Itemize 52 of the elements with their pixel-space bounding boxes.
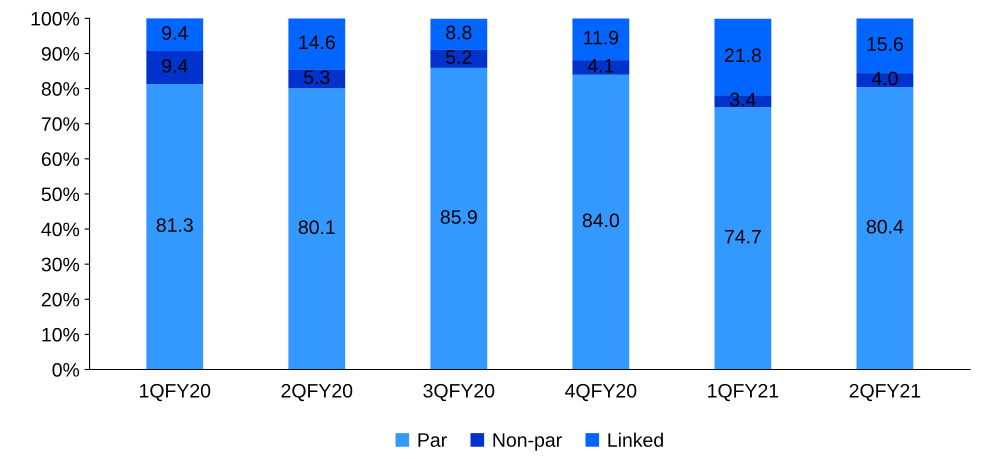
data-label: 15.6 xyxy=(867,37,903,51)
x-tick-label: 2QFY20 xyxy=(282,384,352,402)
bar xyxy=(572,74,630,370)
data-label: 5.3 xyxy=(304,70,330,84)
bar xyxy=(572,18,630,60)
bar xyxy=(714,107,772,370)
data-label: 74.7 xyxy=(724,230,761,244)
bar xyxy=(430,18,488,50)
y-tick-label: 90% xyxy=(42,46,80,61)
data-label: 14.6 xyxy=(299,35,335,50)
data-label: 80.4 xyxy=(866,220,904,234)
data-label: 80.1 xyxy=(298,220,335,234)
data-label: 4.1 xyxy=(588,58,614,72)
legend-label: Par xyxy=(418,433,447,447)
bar xyxy=(856,87,914,370)
bar xyxy=(288,88,346,370)
y-tick-label: 50% xyxy=(42,187,80,202)
data-label: 5.2 xyxy=(446,50,472,64)
y-tick-label: 0% xyxy=(52,362,80,377)
data-label: 11.9 xyxy=(584,30,618,44)
x-tick-label: 1QFY21 xyxy=(708,384,778,402)
y-tick-label: 10% xyxy=(42,328,80,342)
bar xyxy=(856,18,914,74)
data-label: 8.8 xyxy=(446,26,472,40)
y-tick-label: 30% xyxy=(42,258,80,272)
bar xyxy=(288,18,346,70)
x-tick-label: 1QFY20 xyxy=(140,384,210,402)
y-tick-label: 40% xyxy=(41,222,80,236)
bar xyxy=(146,84,204,370)
y-tick-label: 20% xyxy=(42,292,80,307)
legend-label: Non-par xyxy=(493,433,562,451)
data-label: 21.8 xyxy=(724,48,761,62)
x-tick-label: 3QFY20 xyxy=(423,384,494,402)
data-label: 9.4 xyxy=(162,58,188,73)
bar xyxy=(572,60,630,75)
x-tick-label: 4QFY20 xyxy=(565,384,636,402)
data-label: 3.4 xyxy=(730,92,756,106)
data-label: 85.9 xyxy=(440,210,477,224)
data-label: 84.0 xyxy=(582,213,620,228)
bar xyxy=(430,68,488,370)
bar xyxy=(146,51,204,84)
bar xyxy=(146,18,204,52)
y-tick-label: 100% xyxy=(32,12,80,26)
bar xyxy=(430,50,488,68)
legend-label: Linked xyxy=(608,432,663,447)
y-tick-label: 70% xyxy=(42,117,80,131)
data-label: 4.0 xyxy=(872,72,898,86)
y-tick-label: 80% xyxy=(42,82,80,96)
x-tick-label: 2QFY21 xyxy=(850,384,920,402)
y-tick-label: 60% xyxy=(42,152,80,166)
data-label: 81.3 xyxy=(156,218,193,232)
data-label: 9.4 xyxy=(162,26,188,40)
